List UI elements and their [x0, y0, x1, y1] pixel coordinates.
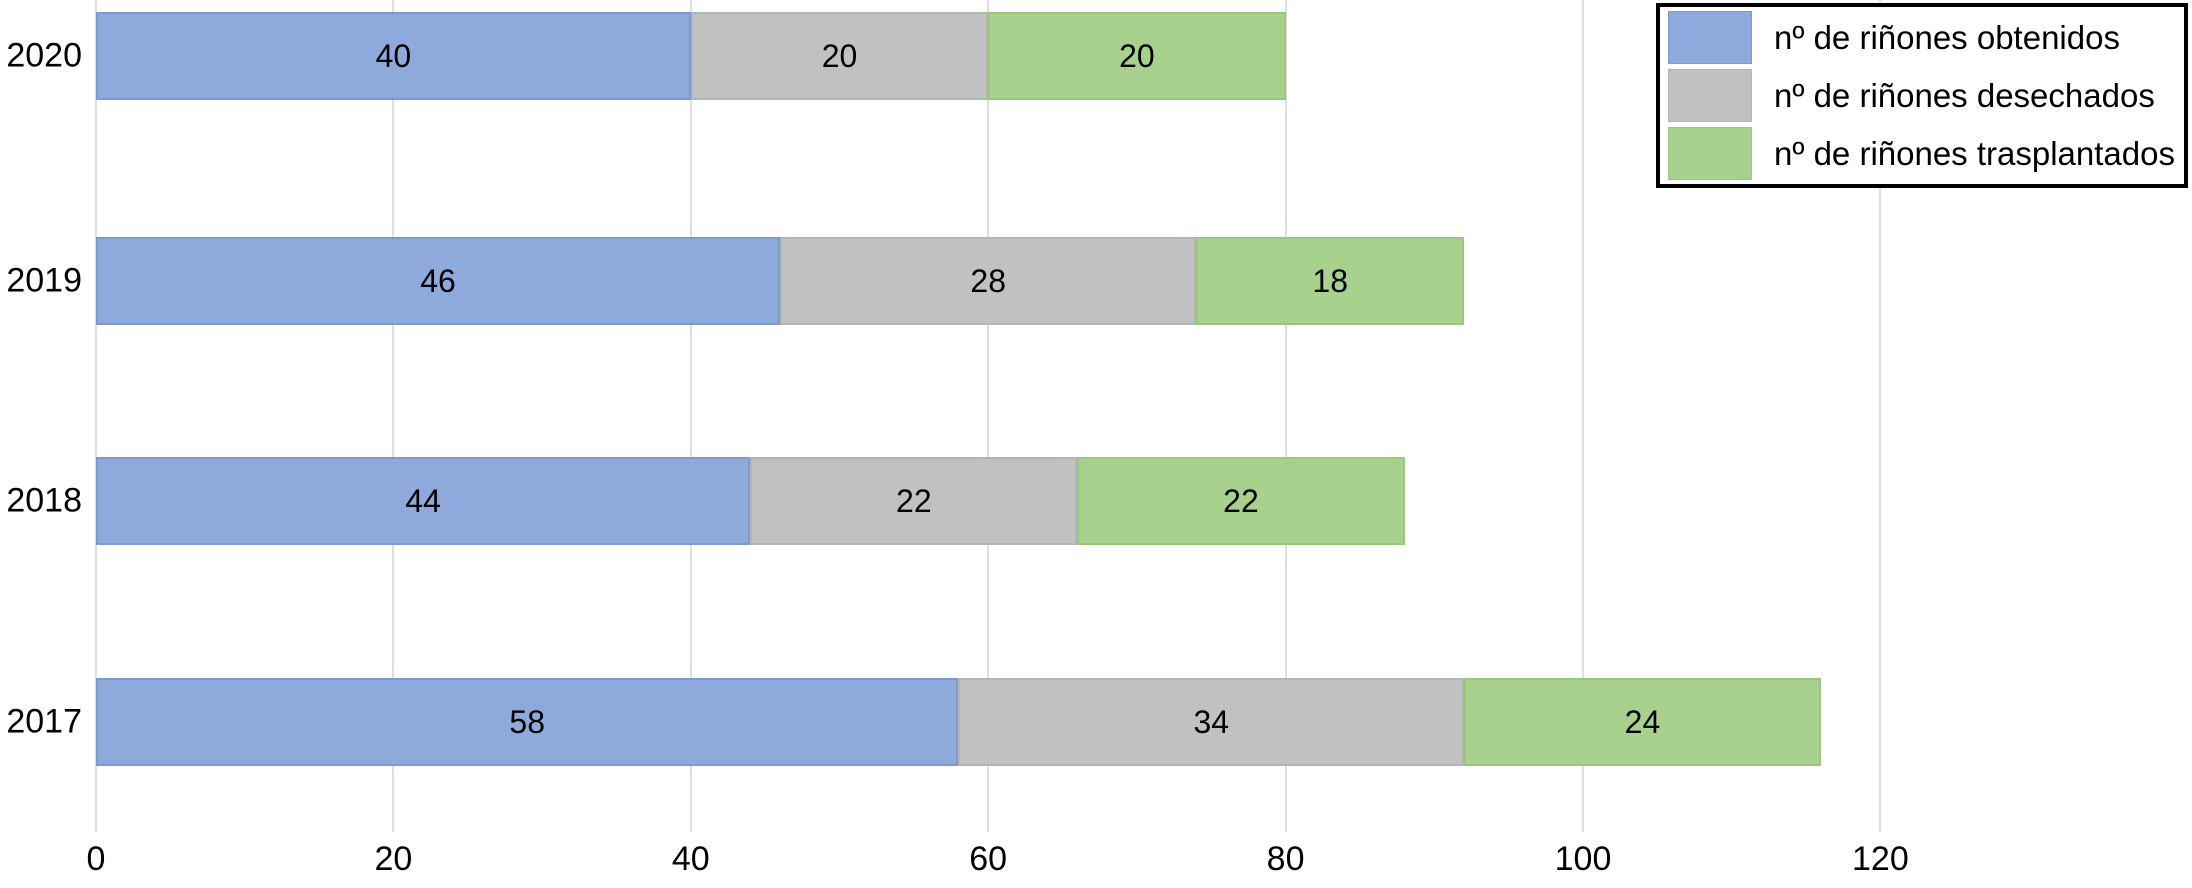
bar-value-label: 22: [1223, 482, 1259, 519]
legend-item: nº de riñones obtenidos: [1668, 11, 2178, 64]
bar-value-label: 18: [1312, 262, 1348, 299]
gridline-x-60: [987, 0, 990, 832]
legend-label: nº de riñones obtenidos: [1774, 18, 2120, 56]
gridline-x-20: [392, 0, 395, 832]
bar-segment: 22: [1077, 457, 1405, 545]
bar-segment: 40: [96, 12, 691, 100]
gridline-x-120: [1879, 0, 1882, 832]
bar-value-label: 40: [375, 37, 412, 74]
bar-segment: 58: [96, 678, 959, 766]
legend-item: nº de riñones desechados: [1668, 69, 2178, 122]
legend-label: nº de riñones trasplantados: [1774, 134, 2175, 172]
x-tick-label: 20: [374, 840, 413, 878]
x-tick-label: 80: [1266, 840, 1305, 878]
legend-label: nº de riñones desechados: [1774, 76, 2155, 114]
bar-value-label: 58: [509, 703, 546, 740]
bar-segment: 22: [750, 457, 1078, 545]
category-label: 2018: [6, 481, 82, 520]
bar-value-label: 24: [1624, 703, 1661, 740]
bar-value-label: 44: [405, 482, 441, 519]
legend-swatch-icon: [1668, 127, 1752, 180]
bar-value-label: 22: [896, 482, 932, 519]
bar-segment: 44: [96, 457, 751, 545]
gridline-x-40: [689, 0, 692, 832]
bar-row-2019: 2019 46 28 18: [0, 237, 2192, 325]
bar-segment: 24: [1464, 678, 1821, 766]
gridline-x-0: [95, 0, 97, 832]
bar-value-label: 46: [420, 262, 456, 299]
x-tick-label: 40: [671, 840, 710, 878]
bar-value-label: 20: [821, 37, 858, 74]
x-tick-label: 0: [86, 840, 106, 878]
legend-swatch-icon: [1668, 69, 1752, 122]
bar-segment: 20: [988, 12, 1286, 100]
bar-segment: 46: [96, 237, 781, 325]
bar-value-label: 20: [1119, 37, 1155, 74]
x-tick-label: 120: [1852, 840, 1909, 878]
bar-value-label: 28: [970, 262, 1006, 299]
gridline-x-100: [1582, 0, 1584, 832]
bar-segment: 28: [780, 237, 1197, 325]
bar-segment: 20: [690, 12, 989, 100]
category-label: 2019: [6, 261, 82, 300]
gridline-x-80: [1284, 0, 1287, 832]
category-label: 2020: [6, 36, 82, 75]
bar-value-label: 34: [1193, 703, 1230, 740]
x-tick-label: 60: [969, 840, 1008, 878]
bar-row-2018: 2018 44 22 22: [0, 457, 2192, 545]
bar-segment: 34: [958, 678, 1465, 766]
category-label: 2017: [6, 702, 82, 741]
legend: nº de riñones obtenidos nº de riñones des…: [1656, 3, 2188, 188]
x-tick-label: 100: [1554, 840, 1612, 878]
legend-item: nº de riñones trasplantados: [1668, 127, 2178, 180]
bar-row-2020: 2020 40 20 20: [0, 12, 2192, 100]
bar-segment: 18: [1196, 237, 1465, 325]
bar-row-2017: 2017 58 34 24: [0, 678, 2192, 766]
legend-swatch-icon: [1668, 11, 1752, 64]
